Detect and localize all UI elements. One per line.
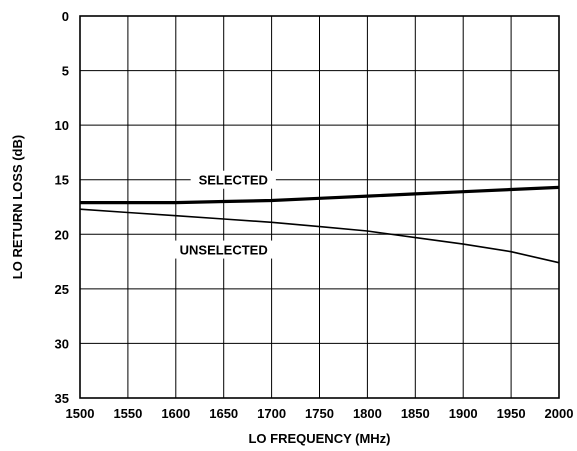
x-tick-label: 1750: [305, 406, 334, 421]
series-line-unselected: [79, 208, 560, 264]
y-tick-label: 5: [62, 64, 69, 79]
y-tick-label: 0: [62, 9, 69, 24]
x-tick-label: 1500: [66, 406, 95, 421]
x-tick-label: 1800: [353, 406, 382, 421]
y-tick-label: 10: [55, 118, 69, 133]
plot-frame: [79, 15, 560, 399]
x-tick-label: 1650: [209, 406, 238, 421]
series-group: [79, 185, 560, 264]
x-tick-label: 1950: [497, 406, 526, 421]
y-axis-title: LO RETURN LOSS (dB): [10, 135, 25, 279]
x-tick-label: 1900: [449, 406, 478, 421]
y-tick-label: 35: [55, 391, 69, 406]
grid: [79, 15, 560, 399]
x-tick-label: 1550: [113, 406, 142, 421]
series-label-background: [190, 170, 276, 189]
y-tick-label: 25: [55, 282, 69, 297]
x-tick-label: 2000: [545, 406, 574, 421]
series-label-background: [171, 240, 276, 259]
series-line-selected: [80, 185, 560, 205]
x-tick-label: 1700: [257, 406, 286, 421]
x-axis-title: LO FREQUENCY (MHz): [248, 431, 390, 446]
x-tick-label: 1600: [161, 406, 190, 421]
series-label-unselected: UNSELECTED: [180, 243, 268, 258]
series-label-selected: SELECTED: [199, 173, 268, 188]
y-tick-labels: 0 5 10 15 20 25 30 35: [55, 9, 69, 406]
y-tick-label: 20: [55, 227, 69, 242]
x-tick-label: 1850: [401, 406, 430, 421]
y-tick-label: 15: [55, 173, 69, 188]
y-tick-label: 30: [55, 336, 69, 351]
series-labels: SELECTED UNSELECTED: [171, 170, 276, 259]
x-tick-labels: 1500 1550 1600 1650 1700 1750 1800 1850 1900 1950…: [66, 406, 574, 421]
